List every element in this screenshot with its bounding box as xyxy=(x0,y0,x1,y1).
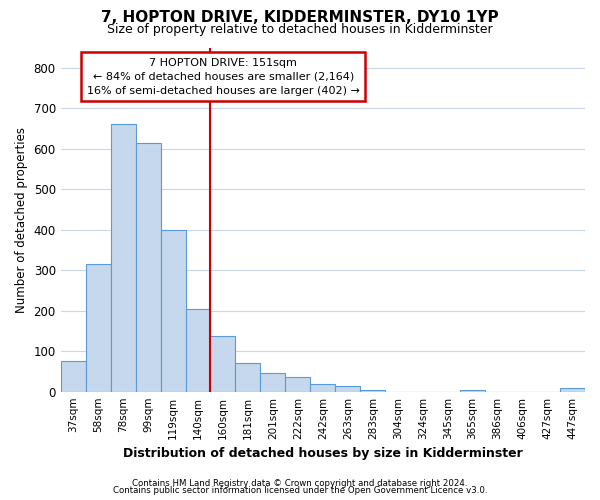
Bar xyxy=(235,364,260,392)
Bar xyxy=(310,384,335,392)
Bar xyxy=(86,264,110,392)
Bar xyxy=(185,308,211,392)
Bar xyxy=(260,372,286,392)
Text: 7 HOPTON DRIVE: 151sqm
← 84% of detached houses are smaller (2,164)
16% of semi-: 7 HOPTON DRIVE: 151sqm ← 84% of detached… xyxy=(87,58,359,96)
Bar xyxy=(161,230,185,392)
Text: Size of property relative to detached houses in Kidderminster: Size of property relative to detached ho… xyxy=(107,22,493,36)
X-axis label: Distribution of detached houses by size in Kidderminster: Distribution of detached houses by size … xyxy=(123,447,523,460)
Bar xyxy=(335,386,360,392)
Text: Contains public sector information licensed under the Open Government Licence v3: Contains public sector information licen… xyxy=(113,486,487,495)
Bar xyxy=(360,390,385,392)
Bar xyxy=(61,362,86,392)
Bar xyxy=(286,377,310,392)
Bar xyxy=(460,390,485,392)
Bar xyxy=(110,124,136,392)
Y-axis label: Number of detached properties: Number of detached properties xyxy=(15,126,28,312)
Bar xyxy=(211,336,235,392)
Text: Contains HM Land Registry data © Crown copyright and database right 2024.: Contains HM Land Registry data © Crown c… xyxy=(132,478,468,488)
Bar xyxy=(136,142,161,392)
Bar xyxy=(560,388,585,392)
Text: 7, HOPTON DRIVE, KIDDERMINSTER, DY10 1YP: 7, HOPTON DRIVE, KIDDERMINSTER, DY10 1YP xyxy=(101,10,499,25)
